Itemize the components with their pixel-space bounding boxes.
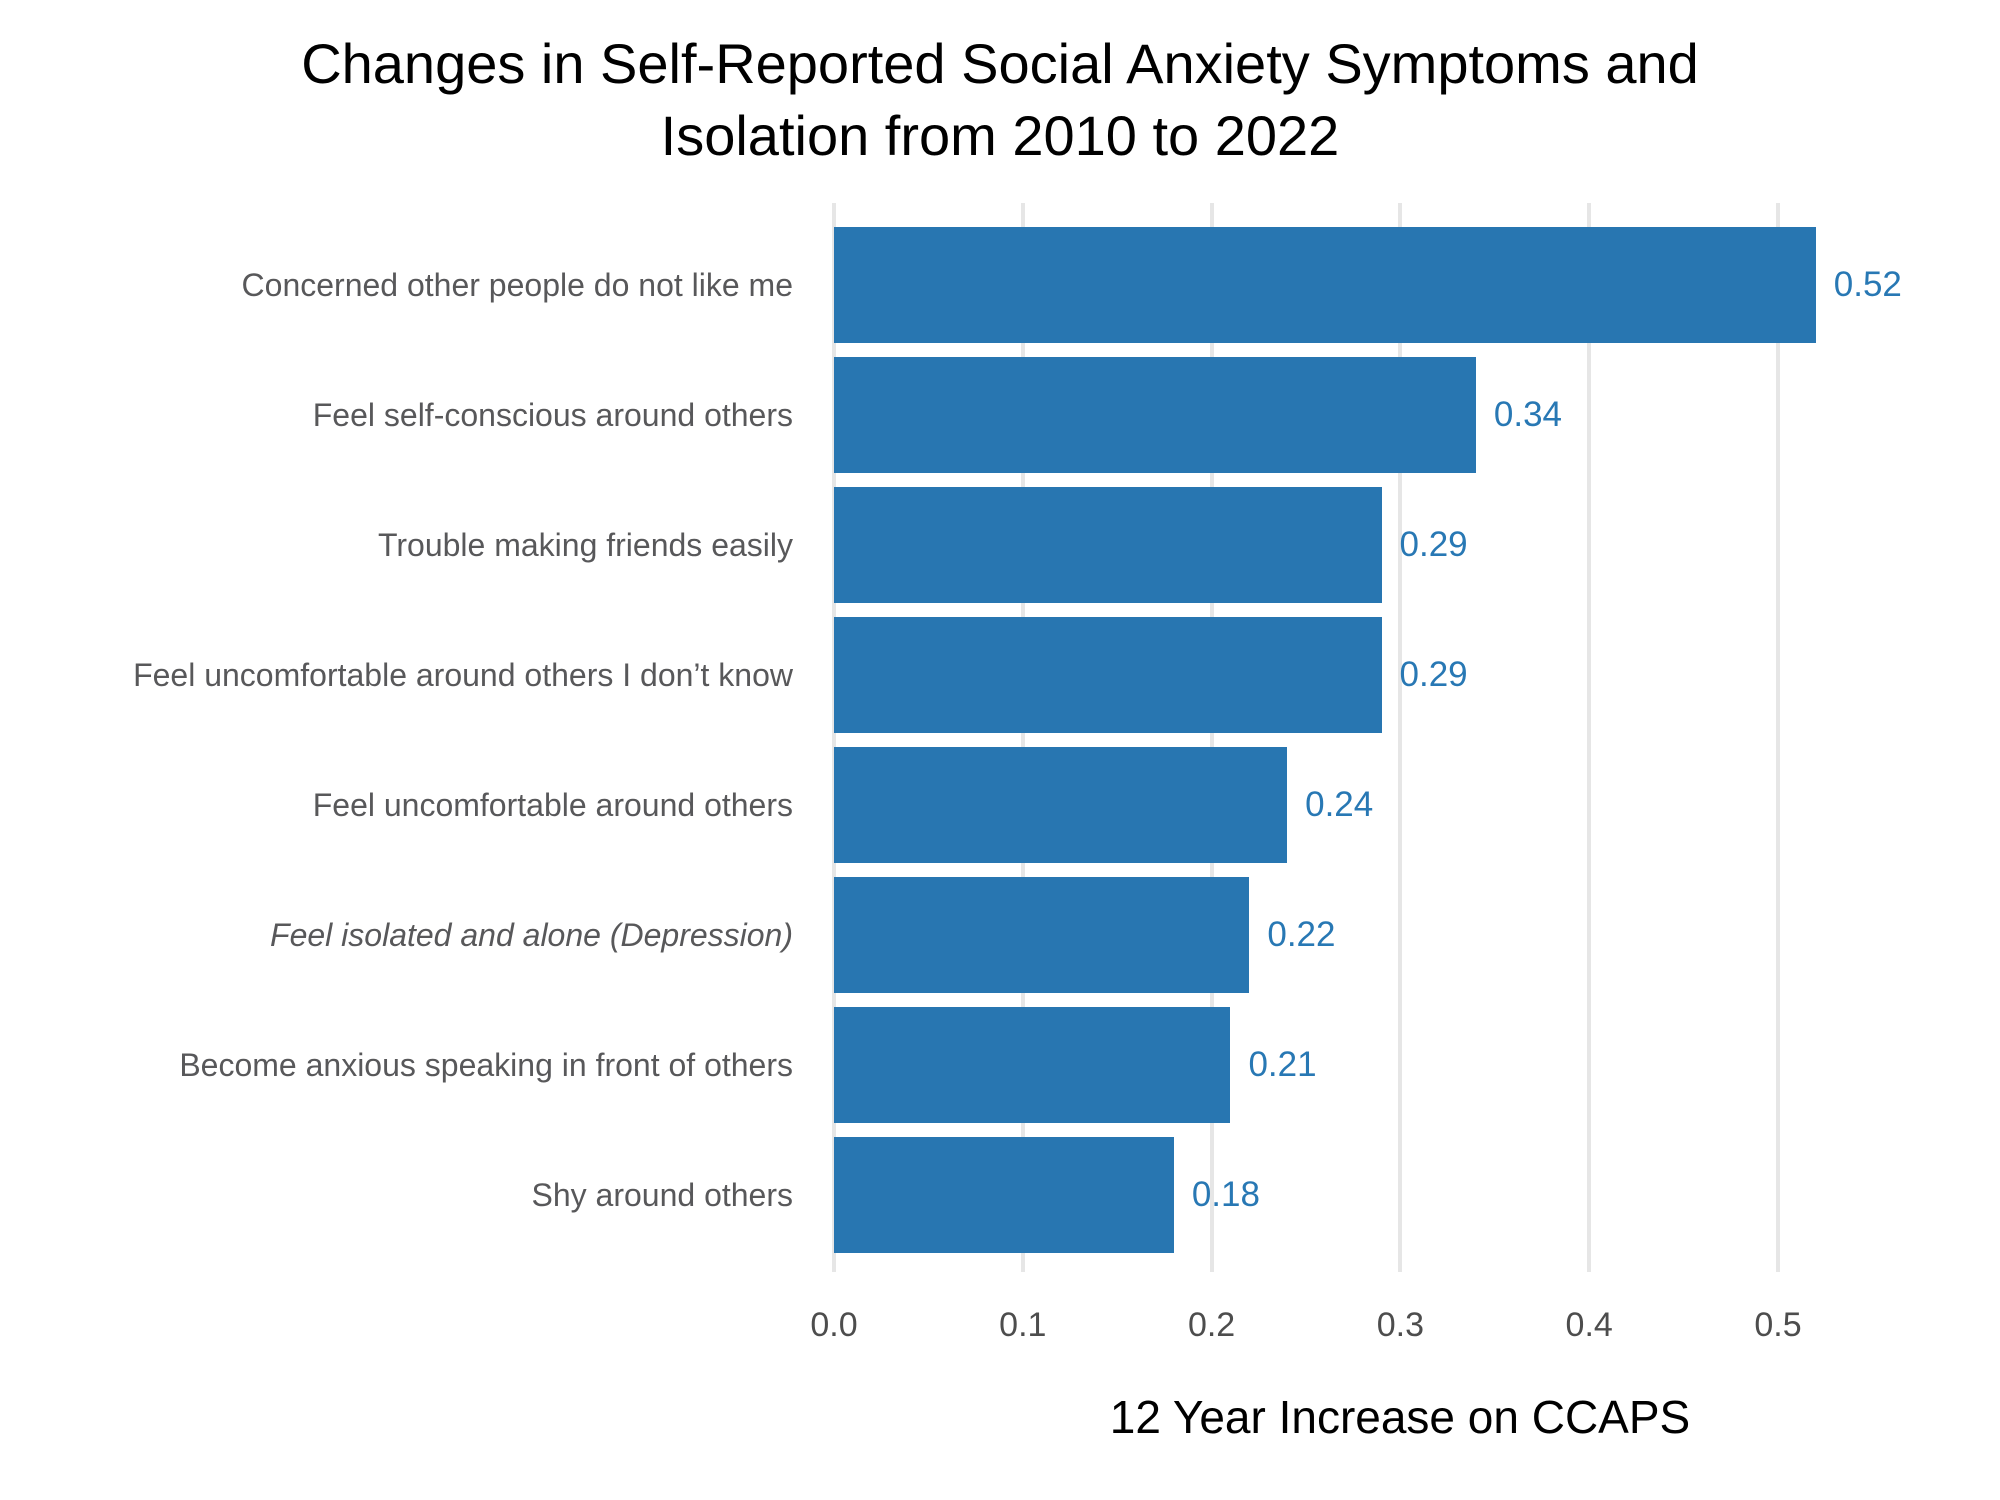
chart-title: Changes in Self-Reported Social Anxiety …: [0, 28, 2000, 172]
chart-title-line2: Isolation from 2010 to 2022: [660, 104, 1340, 167]
value-label: 0.34: [1493, 395, 1563, 434]
gridline-x-0.1: [1020, 203, 1025, 1272]
chart-title-line1: Changes in Self-Reported Social Anxiety …: [301, 32, 1699, 95]
x-tick-label-0.0: 0.0: [810, 1306, 858, 1344]
gridline-x-0.0: [832, 203, 836, 1272]
value-label: 0.18: [1191, 1175, 1260, 1214]
bar: [834, 1137, 1174, 1253]
value-label: 0.22: [1267, 915, 1336, 954]
bar: [834, 877, 1250, 993]
value-label: 0.21: [1248, 1045, 1317, 1084]
category-label: Feel uncomfortable around others: [312, 787, 793, 823]
bar: [834, 227, 1816, 343]
value-label: 0.29: [1399, 525, 1468, 564]
gridline-x-0.2: [1209, 203, 1214, 1272]
x-tick-label-0.4: 0.4: [1565, 1306, 1613, 1344]
category-label: Become anxious speaking in front of othe…: [179, 1047, 793, 1083]
bar: [834, 1007, 1231, 1123]
x-tick-label-0.5: 0.5: [1754, 1306, 1802, 1344]
value-label: 0.24: [1305, 785, 1374, 824]
x-tick-label-0.3: 0.3: [1376, 1306, 1425, 1344]
category-label: Feel uncomfortable around others I don’t…: [133, 657, 793, 693]
category-label: Trouble making friends easily: [378, 527, 793, 563]
category-label: Concerned other people do not like me: [241, 267, 793, 303]
category-label: Feel self-conscious around others: [312, 397, 793, 433]
x-axis-title: 12 Year Increase on CCAPS: [1109, 1391, 1691, 1443]
value-label: 0.29: [1399, 655, 1468, 694]
category-label: Feel isolated and alone (Depression): [270, 917, 793, 953]
gridline-x-0.3: [1398, 203, 1403, 1272]
bar: [834, 617, 1382, 733]
category-label: Shy around others: [531, 1177, 794, 1213]
bar: [834, 747, 1288, 863]
gridline-x-0.4: [1587, 203, 1592, 1272]
bar: [834, 357, 1476, 473]
x-tick-label-0.1: 0.1: [999, 1306, 1047, 1344]
gridline-x-0.5: [1776, 203, 1780, 1272]
x-tick-label-0.2: 0.2: [1187, 1306, 1236, 1344]
value-label: 0.52: [1833, 265, 1902, 304]
bar: [834, 487, 1382, 603]
